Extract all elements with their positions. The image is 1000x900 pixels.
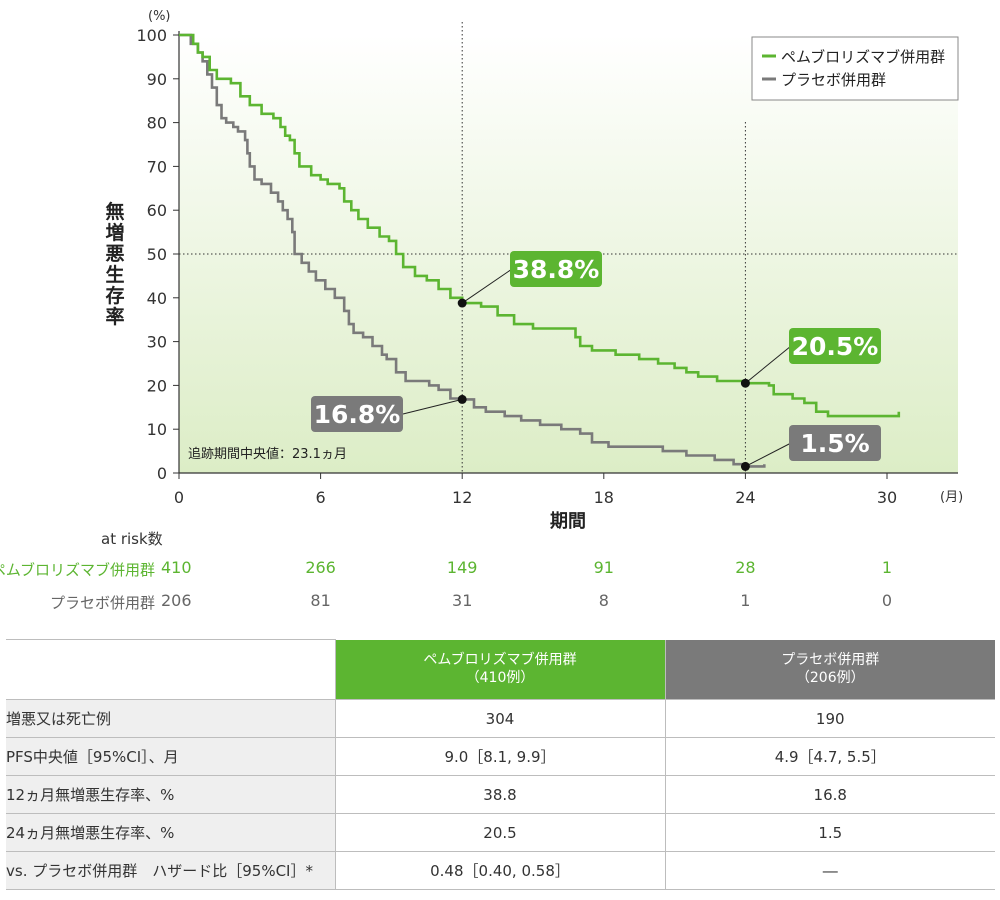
table-row: 12ヵ月無増悪生存率、% 38.8 16.8 (6, 775, 995, 814)
at-risk-row-label: プラセボ併用群 (49, 594, 155, 612)
header-pla-name: プラセボ併用群 (781, 652, 880, 669)
at-risk-value: 206 (161, 591, 192, 610)
y-tick-label: 30 (147, 333, 167, 352)
y-axis-label: 無増悪生存率 (105, 200, 124, 328)
callout-pla-24m-label: 1.5% (800, 429, 869, 458)
summary-table: ペムブロリズマブ併用群 （410例） プラセボ併用群 （206例） 増悪又は死亡… (6, 639, 995, 890)
callout-pla-24m-leader (745, 442, 792, 467)
y-tick-label: 100 (136, 26, 167, 45)
callout-pem-24m-leader (745, 345, 792, 384)
row-label: 24ヵ月無増悪生存率、% (6, 813, 335, 852)
x-unit: (月) (940, 490, 963, 505)
value-pla: ― (664, 851, 995, 890)
x-tick-label: 24 (735, 488, 755, 507)
summary-header-row: ペムブロリズマブ併用群 （410例） プラセボ併用群 （206例） (6, 639, 995, 700)
callout-pem-24m-dot (740, 378, 750, 388)
y-tick-label: 20 (147, 376, 167, 395)
y-tick-label: 10 (147, 420, 167, 439)
row-label: 増悪又は死亡例 (6, 699, 335, 738)
callout-pla-12m-label: 16.8% (314, 400, 401, 429)
at-risk-value: 31 (452, 591, 473, 610)
y-unit: (%) (148, 9, 171, 24)
at-risk-row-label: ペムブロリズマブ併用群 (0, 561, 155, 579)
row-label: vs. プラセボ併用群 ハザード比［95%CI］* (6, 851, 335, 890)
at-risk-title: at risk数 (101, 530, 163, 548)
legend-box (751, 36, 959, 101)
y-axis-label-char: 無 (105, 200, 124, 223)
value-pem: 20.5 (334, 813, 665, 852)
callout-pem-12m-box (510, 251, 602, 287)
at-risk-value: 81 (310, 591, 331, 610)
value-pem: 9.0［8.1, 9.9］ (334, 737, 665, 776)
callout-pem-24m-label: 20.5% (792, 332, 879, 361)
callout-pem-12m-leader (461, 268, 513, 304)
y-axis-label-char: 生 (105, 263, 124, 286)
callout-pem-12m-label: 38.8% (513, 255, 600, 284)
callout-pla-12m-box (311, 396, 403, 432)
pfs-chart: 0 10 20 30 40 50 60 70 80 90 100 0 6 12 18 24 30 (%) (月… (105, 9, 963, 532)
callout-pem-12m-dot (457, 298, 467, 308)
x-tick-label: 30 (877, 488, 897, 507)
callout-pla-12m-dot (457, 394, 467, 404)
legend: ペムブロリズマブ併用群 プラセボ併用群 (751, 36, 959, 101)
value-pem: 304 (334, 699, 665, 738)
at-risk-row: プラセボ併用群 206 81 31 8 1 0 (0, 590, 1000, 614)
row-label: PFS中央値［95%CI］、月 (6, 737, 335, 776)
table-row: 24ヵ月無増悪生存率、% 20.5 1.5 (6, 813, 995, 852)
y-axis-label-char: 率 (105, 305, 124, 328)
legend-label-pembrolizumab: ペムブロリズマブ併用群 (781, 48, 945, 66)
x-tick-label: 18 (594, 488, 614, 507)
y-axis-label-char: 増 (105, 221, 124, 244)
at-risk-value: 28 (735, 558, 756, 577)
y-axis-label-char: 悪 (105, 243, 124, 265)
value-pla: 4.9［4.7, 5.5］ (664, 737, 995, 776)
table-row: vs. プラセボ併用群 ハザード比［95%CI］* 0.48［0.40, 0.5… (6, 851, 995, 890)
x-tick-label: 12 (452, 488, 472, 507)
y-tick-label: 70 (147, 157, 167, 176)
at-risk-value: 8 (598, 591, 609, 610)
km-curve-pembrolizumab (179, 33, 901, 418)
callout-pla-24m-box (789, 425, 881, 461)
header-pembrolizumab: ペムブロリズマブ併用群 （410例） (334, 639, 665, 700)
y-tick-label: 90 (147, 70, 167, 89)
y-tick-label: 40 (147, 289, 167, 308)
row-label: 12ヵ月無増悪生存率、% (6, 775, 335, 814)
follow-up-annotation: 追跡期間中央値：23.1ヵ月 (188, 446, 347, 462)
header-pem-name: ペムブロリズマブ併用群 (423, 652, 577, 669)
y-tick-label: 0 (157, 464, 167, 483)
x-tick-label: 6 (316, 488, 326, 507)
x-axis-label: 期間 (550, 511, 586, 532)
value-pla: 16.8 (664, 775, 995, 814)
at-risk-value: 149 (446, 558, 478, 577)
callout-pla-12m-leader (402, 398, 463, 415)
y-tick-label: 50 (147, 245, 167, 264)
callout-pla-24m-dot (740, 461, 750, 471)
legend-label-placebo: プラセボ併用群 (781, 71, 886, 89)
value-pem: 0.48［0.40, 0.58］ (334, 851, 665, 890)
header-placebo: プラセボ併用群 （206例） (664, 639, 995, 700)
at-risk-value: 1 (881, 558, 893, 577)
header-empty-cell (6, 639, 335, 700)
at-risk-row: ペムブロリズマブ併用群 410 266 149 91 28 1 (0, 557, 1000, 581)
y-axis-label-char: 存 (105, 284, 124, 307)
at-risk-value: 266 (305, 558, 336, 577)
at-risk-value: 1 (740, 591, 751, 610)
y-tick-label: 60 (147, 201, 167, 220)
callout-pem-24m-box (789, 328, 881, 364)
y-tick-label: 80 (147, 114, 167, 133)
table-row: PFS中央値［95%CI］、月 9.0［8.1, 9.9］ 4.9［4.7, 5… (6, 737, 995, 776)
header-pem-count: （410例） (465, 670, 535, 687)
value-pla: 1.5 (664, 813, 995, 852)
value-pla: 190 (664, 699, 995, 738)
km-curve-placebo (179, 33, 766, 468)
x-tick-label: 0 (174, 488, 184, 507)
header-pla-count: （206例） (795, 670, 865, 687)
value-pem: 38.8 (334, 775, 665, 814)
table-row: 増悪又は死亡例 304 190 (6, 699, 995, 738)
at-risk-value: 410 (161, 558, 192, 577)
at-risk-value: 0 (881, 591, 893, 610)
at-risk-value: 91 (593, 558, 614, 577)
